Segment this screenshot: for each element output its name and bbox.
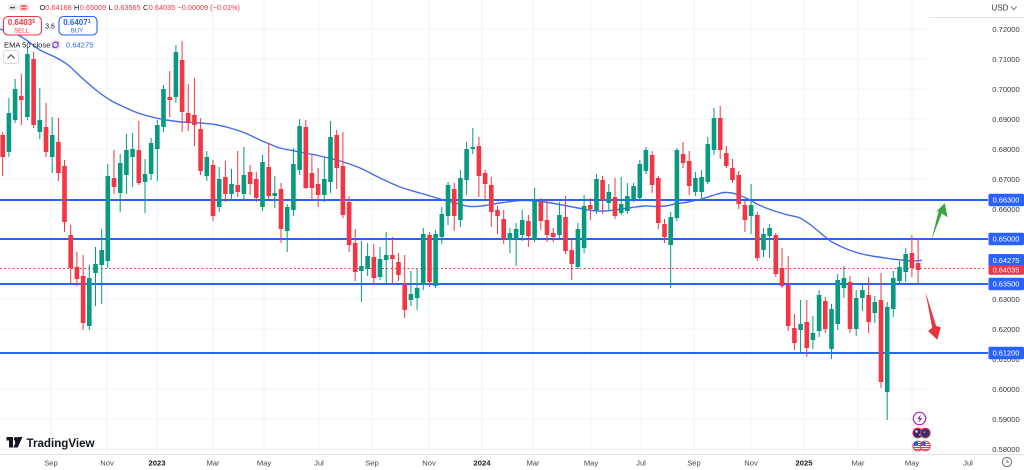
svg-text:BUY: BUY: [71, 29, 83, 35]
svg-text:2025: 2025: [796, 459, 814, 468]
svg-text:May: May: [584, 459, 599, 468]
svg-text:0.66000: 0.66000: [992, 205, 1019, 214]
svg-text:0.66300: 0.66300: [993, 196, 1020, 205]
svg-text:May: May: [257, 459, 272, 468]
svg-text:−0.00009 (−0.01%): −0.00009 (−0.01%): [178, 3, 240, 12]
svg-text:0.63565: 0.63565: [114, 3, 140, 12]
svg-text:0.65009: 0.65009: [80, 3, 106, 12]
svg-text:0.64275: 0.64275: [993, 256, 1020, 265]
svg-text:0.64275: 0.64275: [66, 41, 93, 50]
svg-text:Jul: Jul: [963, 459, 973, 468]
svg-text:0.65000: 0.65000: [993, 235, 1020, 244]
svg-text:0.63000: 0.63000: [992, 295, 1019, 304]
svg-text:Nov: Nov: [100, 459, 114, 468]
svg-text:Mar: Mar: [206, 459, 220, 468]
svg-text:Jul: Jul: [636, 459, 646, 468]
svg-text:Nov: Nov: [744, 459, 758, 468]
svg-text:0.64035: 0.64035: [993, 266, 1020, 275]
svg-text:0.59000: 0.59000: [992, 415, 1019, 424]
svg-text:May: May: [905, 459, 920, 468]
svg-text:0.71000: 0.71000: [992, 55, 1019, 64]
svg-text:EMA 50 close: EMA 50 close: [4, 41, 50, 50]
svg-text:0.64071: 0.64071: [63, 18, 91, 27]
svg-text:O: O: [40, 3, 46, 12]
svg-text:Sep: Sep: [365, 459, 379, 468]
svg-text:0.64035: 0.64035: [149, 3, 175, 12]
svg-text:0.72000: 0.72000: [992, 25, 1019, 34]
svg-text:0.60000: 0.60000: [992, 385, 1019, 394]
svg-text:0.61200: 0.61200: [993, 349, 1020, 358]
svg-text:0.58000: 0.58000: [992, 445, 1019, 454]
svg-text:3.6: 3.6: [45, 24, 55, 31]
svg-text:0.70000: 0.70000: [992, 85, 1019, 94]
svg-text:0.61000: 0.61000: [992, 355, 1019, 364]
svg-text:Mar: Mar: [526, 459, 540, 468]
svg-text:0.68000: 0.68000: [992, 145, 1019, 154]
svg-text:Jul: Jul: [314, 459, 324, 468]
svg-text:C: C: [143, 3, 148, 12]
svg-text:SELL: SELL: [14, 29, 29, 35]
svg-text:0.64168: 0.64168: [45, 3, 71, 12]
svg-text:USD: USD: [992, 4, 1009, 13]
svg-text:H: H: [74, 3, 79, 12]
svg-text:Sep: Sep: [44, 459, 58, 468]
svg-text:TradingView: TradingView: [27, 437, 96, 450]
svg-text:0.67000: 0.67000: [992, 175, 1019, 184]
svg-text:Mar: Mar: [851, 459, 865, 468]
svg-text:Sep: Sep: [687, 459, 701, 468]
svg-text:0.62000: 0.62000: [992, 325, 1019, 334]
svg-text:0.63500: 0.63500: [993, 280, 1020, 289]
svg-text:2024: 2024: [474, 459, 492, 468]
svg-text:0.69000: 0.69000: [992, 115, 1019, 124]
svg-text:Nov: Nov: [422, 459, 436, 468]
svg-text:0.64035: 0.64035: [8, 18, 36, 27]
svg-text:2023: 2023: [149, 459, 166, 468]
svg-text:L: L: [109, 3, 113, 12]
